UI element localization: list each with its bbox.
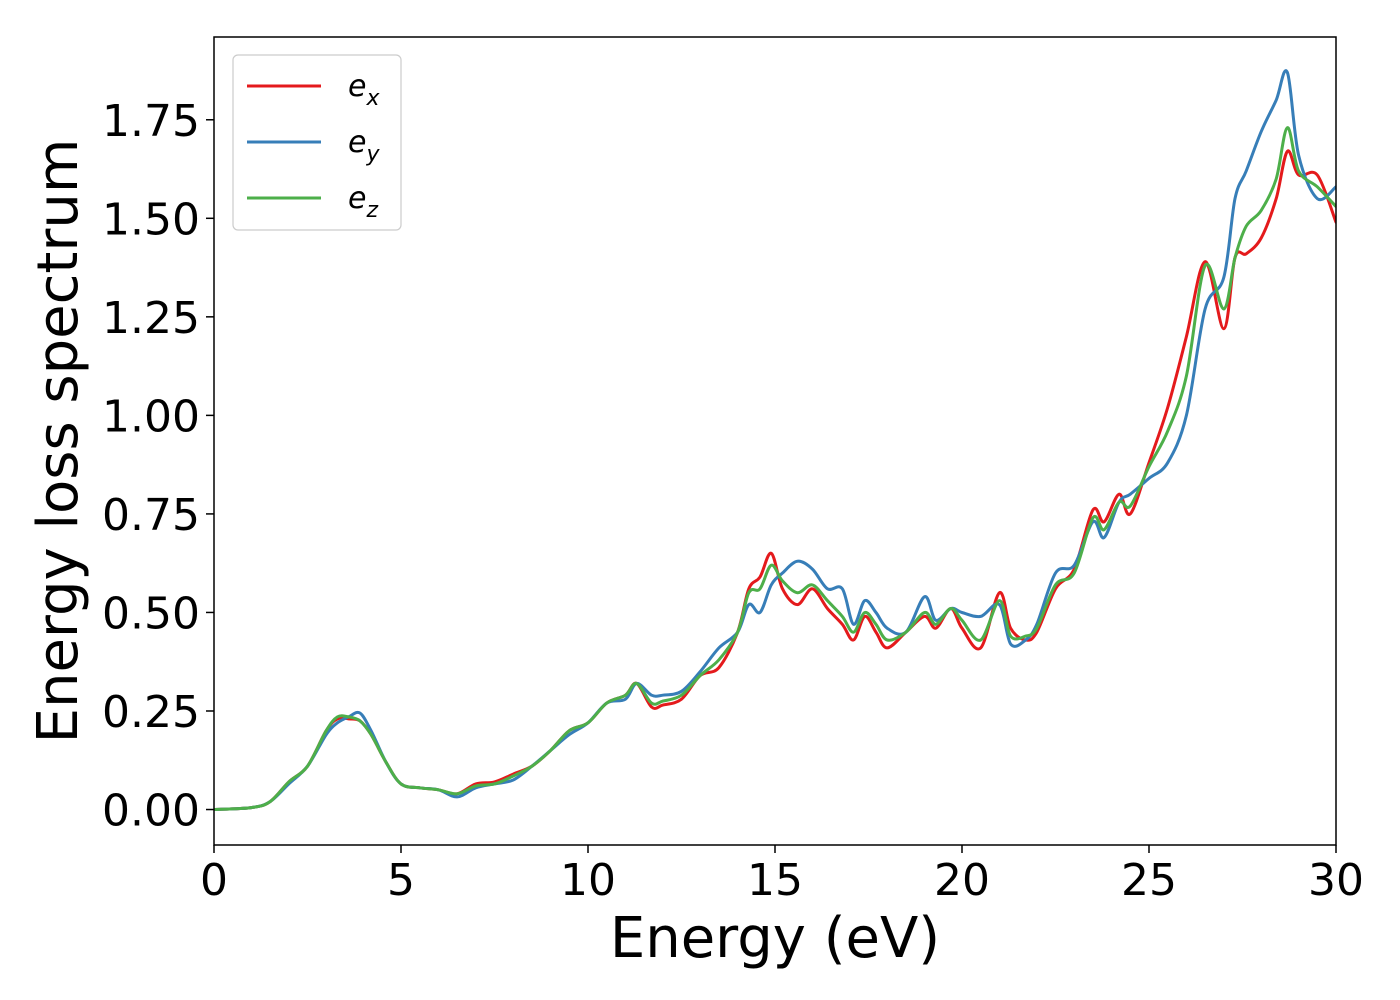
y-tick-label: 0.50 <box>102 588 200 639</box>
x-tick-label: 15 <box>747 855 803 906</box>
plot-lines <box>214 69 1336 811</box>
legend-label-subscript: y <box>365 142 380 167</box>
x-tick-label: 25 <box>1121 855 1177 906</box>
legend-label-x: ex <box>348 69 380 111</box>
x-tick-label: 5 <box>387 855 415 906</box>
legend-label-subscript: x <box>365 86 380 111</box>
y-axis: 0.00 0.25 0.50 0.75 1.00 1.25 1.50 1.75 <box>102 96 214 837</box>
y-axis-title: Energy loss spectrum <box>26 139 91 744</box>
x-tick-label: 10 <box>560 855 616 906</box>
series-line-x <box>214 149 1336 811</box>
legend-label-z: ez <box>348 181 378 223</box>
y-tick-label: 0.75 <box>102 490 200 541</box>
x-tick-label: 0 <box>200 855 228 906</box>
x-tick-label: 20 <box>934 855 990 906</box>
y-tick-label: 0.25 <box>102 687 200 738</box>
legend-label-y: ey <box>348 125 380 167</box>
x-axis: 0 5 10 15 20 25 30 <box>200 845 1364 906</box>
legend-label-base: e <box>348 125 366 160</box>
legend-label-base: e <box>348 69 366 104</box>
y-tick-label: 1.50 <box>102 194 200 245</box>
y-tick-label: 1.25 <box>102 293 200 344</box>
y-tick-label: 1.00 <box>102 391 200 442</box>
x-tick-label: 30 <box>1308 855 1364 906</box>
legend-label-base: e <box>348 181 366 216</box>
legend-label-subscript: z <box>365 198 378 223</box>
series-line-z <box>214 126 1336 811</box>
y-tick-label: 1.75 <box>102 96 200 147</box>
y-tick-label: 0.00 <box>102 786 200 837</box>
x-axis-title: Energy (eV) <box>610 906 940 971</box>
